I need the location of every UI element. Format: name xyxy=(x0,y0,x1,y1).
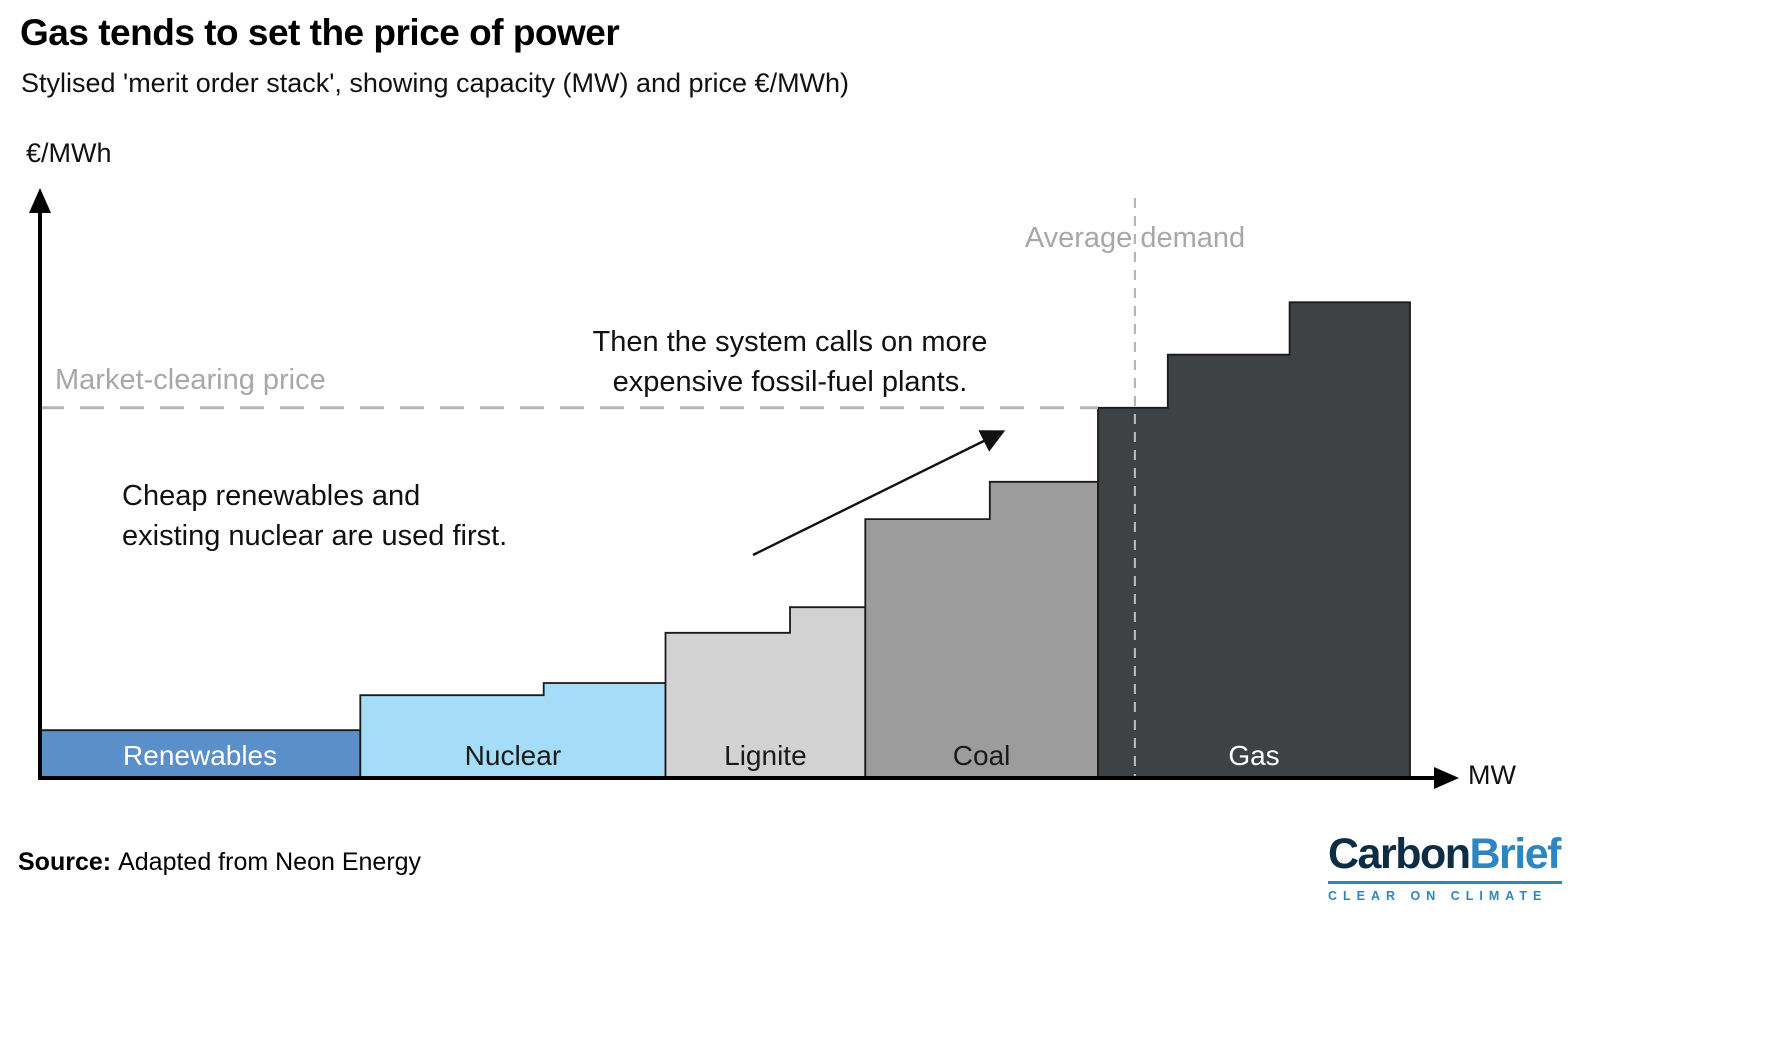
market-clearing-price-label: Market-clearing price xyxy=(55,364,326,396)
annotation-cheap-line1: Cheap renewables and xyxy=(122,480,421,512)
source-text: Adapted from Neon Energy xyxy=(118,848,422,876)
chart-title: Gas tends to set the price of power xyxy=(20,12,620,53)
annotation-cheap-first: Cheap renewables and existing nuclear ar… xyxy=(122,476,507,556)
x-axis-label: MW xyxy=(1468,760,1516,790)
axes xyxy=(29,188,1459,789)
annotation-expensive-line2: expensive fossil-fuel plants. xyxy=(612,366,968,398)
annotation-cheap-line2: existing nuclear are used first. xyxy=(122,520,508,552)
logo-carbon-text: Carbon xyxy=(1328,830,1471,878)
annotation-expensive-line1: Then the system calls on more xyxy=(592,326,988,358)
source-line: Source: Adapted from Neon Energy xyxy=(18,848,421,877)
bar-gas xyxy=(1097,301,1411,779)
annotation-arrow xyxy=(752,430,1006,557)
logo-tagline: CLEAR ON CLIMATE xyxy=(1328,889,1548,904)
logo-brief-text: Brief xyxy=(1469,830,1562,878)
bar-label-lignite: Lignite xyxy=(724,740,807,771)
bar-label-nuclear: Nuclear xyxy=(465,740,561,771)
logo-rule xyxy=(1328,881,1562,885)
carbonbrief-logo: CarbonBrief CLEAR ON CLIMATE xyxy=(1328,830,1562,904)
bar-label-coal: Coal xyxy=(953,740,1011,771)
logo-wordmark: CarbonBrief xyxy=(1328,830,1562,878)
y-axis-label: €/MWh xyxy=(26,138,112,168)
y-axis-arrowhead xyxy=(29,188,51,213)
chart-subtitle: Stylised 'merit order stack', showing ca… xyxy=(21,68,850,98)
bar-label-renewables: Renewables xyxy=(123,740,277,771)
x-axis-arrowhead xyxy=(1434,767,1459,789)
source-label: Source: xyxy=(18,848,112,876)
bar-label-gas: Gas xyxy=(1228,740,1279,771)
annotation-expensive: Then the system calls on more expensive … xyxy=(560,322,1020,402)
average-demand-label: Average demand xyxy=(1024,222,1246,254)
bar-coal xyxy=(864,480,1099,779)
